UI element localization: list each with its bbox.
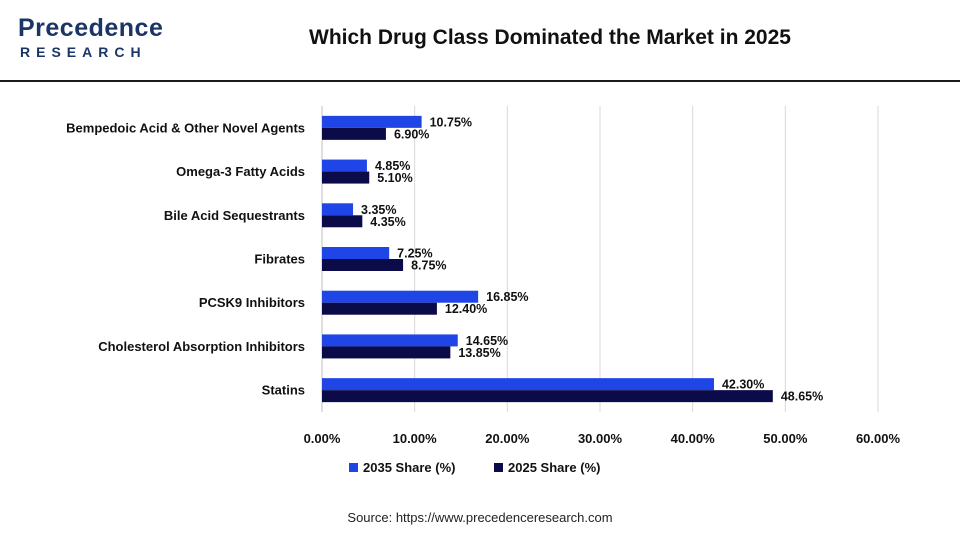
bar-2035 <box>322 378 714 391</box>
bar-2025 <box>322 127 386 140</box>
data-label: 42.30% <box>722 378 764 392</box>
header: Precedence RESEARCH Which Drug Class Dom… <box>0 0 960 82</box>
logo-sub-text: RESEARCH <box>20 44 147 60</box>
bar-2025 <box>322 215 363 228</box>
bar-2025 <box>322 346 451 359</box>
bar-2035 <box>322 290 479 303</box>
bar-2035 <box>322 115 422 128</box>
brand-logo: Precedence RESEARCH <box>18 14 168 64</box>
x-tick-label: 10.00% <box>393 431 438 446</box>
legend-swatch <box>494 463 503 472</box>
source-note: Source: https://www.precedenceresearch.c… <box>347 510 613 525</box>
data-label: 14.65% <box>466 334 508 348</box>
data-label: 4.35% <box>370 215 405 229</box>
data-label: 12.40% <box>445 302 487 316</box>
data-label: 48.65% <box>781 390 823 404</box>
legend-label: 2025 Share (%) <box>508 460 601 475</box>
category-label: PCSK9 Inhibitors <box>199 295 305 310</box>
bar-chart: Bempedoic Acid & Other Novel Agents 10.75… <box>66 106 901 475</box>
logo-main-text: Precedence <box>18 14 164 42</box>
category-label: Fibrates <box>254 252 305 267</box>
category-label: Statins <box>262 383 305 398</box>
data-label: 16.85% <box>486 290 528 304</box>
bar-2035 <box>322 203 354 216</box>
bar-2025 <box>322 390 773 403</box>
data-label: 6.90% <box>394 127 429 141</box>
data-label: 7.25% <box>397 247 432 261</box>
x-tick-label: 40.00% <box>671 431 716 446</box>
x-tick-label: 60.00% <box>856 431 901 446</box>
bar-2025 <box>322 259 404 271</box>
legend-swatch <box>349 463 358 472</box>
bar-2035 <box>322 334 458 347</box>
data-label: 10.75% <box>430 115 472 129</box>
legend-label: 2035 Share (%) <box>363 460 456 475</box>
x-tick-label: 0.00% <box>304 431 341 446</box>
bar-2025 <box>322 302 437 315</box>
data-label: 3.35% <box>361 203 396 217</box>
data-label: 5.10% <box>377 171 412 185</box>
x-tick-label: 20.00% <box>485 431 530 446</box>
category-label: Bile Acid Sequestrants <box>164 208 305 223</box>
category-label: Bempedoic Acid & Other Novel Agents <box>66 120 305 135</box>
x-tick-label: 50.00% <box>763 431 808 446</box>
chart-title: Which Drug Class Dominated the Market in… <box>309 26 791 49</box>
data-label: 8.75% <box>411 259 446 273</box>
category-label: Omega-3 Fatty Acids <box>176 164 305 179</box>
bar-2025 <box>322 171 370 184</box>
bar-2035 <box>322 247 390 259</box>
x-tick-label: 30.00% <box>578 431 623 446</box>
category-label: Cholesterol Absorption Inhibitors <box>98 339 305 354</box>
bar-2035 <box>322 159 367 172</box>
data-label: 13.85% <box>458 346 500 360</box>
data-label: 4.85% <box>375 159 410 173</box>
